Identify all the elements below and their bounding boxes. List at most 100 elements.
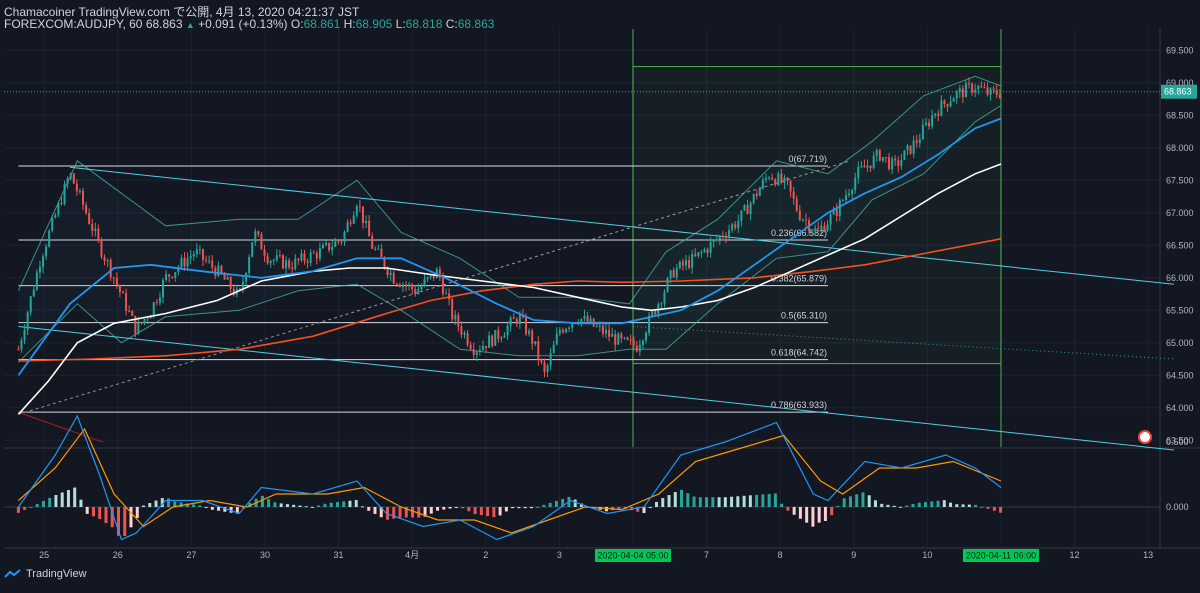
candle-body (294, 258, 297, 270)
candle-body (488, 335, 491, 348)
candle-body (368, 220, 371, 237)
macd-histogram-bar (992, 507, 996, 511)
macd-histogram-bar (104, 507, 108, 524)
candle-body (832, 209, 835, 215)
candle-body (986, 87, 989, 95)
candle-body (558, 329, 561, 334)
candle-body (804, 219, 807, 221)
candle-body (783, 177, 786, 183)
candle-body (189, 256, 192, 259)
candle-body (697, 252, 700, 256)
candle-body (678, 261, 681, 269)
candle-body (848, 193, 851, 196)
date-highlight-label: 2020-04-04 05:00 (597, 551, 668, 561)
candle-body (614, 334, 617, 345)
candle-body (795, 198, 798, 211)
candle-body (54, 215, 57, 218)
candle-body (743, 205, 746, 211)
candle-body (174, 272, 177, 278)
macd-histogram-bar (755, 494, 759, 507)
candle-body (525, 317, 528, 335)
macd-histogram-bar (967, 504, 971, 507)
candle-body (312, 252, 315, 254)
price-tick-label: 64.500 (1166, 370, 1194, 380)
price-tick-label: 69.500 (1166, 45, 1194, 55)
macd-histogram-bar (604, 507, 608, 512)
candle-body (894, 158, 897, 161)
candle-body (648, 315, 651, 333)
candle-body (374, 248, 377, 250)
candle-body (645, 332, 648, 341)
candle-body (328, 242, 331, 251)
macd-histogram-bar (360, 506, 364, 508)
candle-body (989, 88, 992, 95)
fib-level-label: 0.382(65.879) (771, 274, 827, 284)
candle-body (943, 100, 946, 104)
macd-histogram-bar (792, 507, 796, 515)
publish-info: Chamacoiner TradingView.com で公開, 4月 13, … (4, 5, 360, 19)
macd-histogram-bar (880, 503, 884, 507)
macd-histogram-bar (461, 507, 465, 509)
candle-body (494, 330, 497, 346)
candle-body (946, 103, 949, 107)
macd-histogram-bar (16, 507, 20, 513)
candle-body (208, 260, 211, 262)
candle-body (700, 251, 703, 253)
low-value: 68.818 (405, 17, 443, 31)
macd-histogram-bar (210, 507, 214, 510)
macd-histogram-bar (192, 504, 196, 507)
time-tick-label: 8 (778, 550, 783, 560)
candle-body (724, 237, 727, 239)
candle-body (872, 155, 875, 169)
bollinger-upper (17, 75, 1002, 305)
macd-histogram-bar (861, 492, 865, 507)
candle-body (29, 296, 32, 313)
candle-body (608, 329, 611, 337)
candle-body (632, 339, 635, 346)
candle-body (921, 124, 924, 140)
macd-histogram-bar (35, 503, 39, 507)
candle-body (688, 260, 691, 268)
candle-body (857, 166, 860, 179)
candle-body (715, 239, 718, 241)
high-label: H: (343, 17, 356, 31)
candle-body (158, 297, 161, 303)
macd-histogram-bar (523, 507, 527, 509)
candle-body (968, 83, 971, 85)
candle-body (155, 302, 158, 304)
candle-body (749, 202, 752, 215)
candle-body (712, 239, 715, 242)
candle-body (411, 284, 414, 290)
macd-histogram-bar (936, 500, 940, 507)
time-tick-label: 13 (1143, 550, 1153, 560)
close-value: 68.863 (457, 17, 495, 31)
macd-histogram-bar (898, 506, 902, 508)
tradingview-logo[interactable]: TradingView (4, 568, 87, 580)
candle-body (23, 329, 26, 341)
macd-histogram-bar (135, 507, 139, 518)
candle-body (903, 150, 906, 160)
macd-histogram-bar (823, 507, 827, 521)
time-tick-label: 7 (704, 550, 709, 560)
candle-body (128, 310, 131, 312)
price-tick-label: 68.500 (1166, 110, 1194, 120)
candle-body (254, 231, 257, 243)
time-tick-label: 26 (113, 550, 123, 560)
candle-body (285, 260, 288, 269)
macd-histogram-bar (110, 507, 114, 528)
price-tick-label: 65.500 (1166, 305, 1194, 315)
alert-icon (1138, 430, 1152, 444)
date-highlight-box (594, 549, 671, 562)
macd-histogram-bar (160, 498, 164, 507)
bollinger-fill (18, 76, 1001, 363)
candle-body (626, 337, 629, 340)
candle-body (463, 332, 466, 335)
candle-body (681, 261, 684, 266)
macd-histogram-bar (855, 494, 859, 507)
candle-body (737, 220, 740, 228)
open-label: O: (290, 17, 304, 31)
candle-body (423, 279, 426, 286)
candle-body (180, 257, 183, 268)
